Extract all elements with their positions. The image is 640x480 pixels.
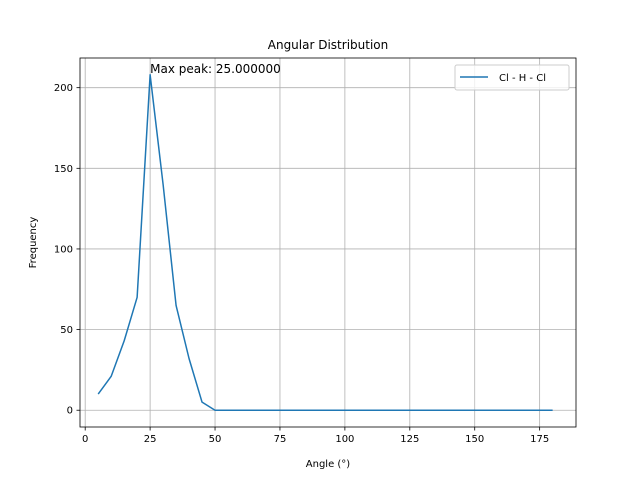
x-tick-label: 75 [274, 434, 287, 445]
y-tick-label: 100 [54, 244, 73, 255]
y-tick-label: 200 [54, 83, 73, 94]
plot-series [97, 74, 553, 411]
x-tick-label: 0 [82, 434, 88, 445]
x-tick-label: 125 [400, 434, 419, 445]
x-tick-label: 25 [144, 434, 157, 445]
legend-box [454, 64, 570, 91]
y-tick-label: 150 [54, 164, 73, 175]
legend-entry-label: Cl - H - Cl [499, 73, 546, 84]
x-tick-label: 100 [335, 434, 354, 445]
max-peak-annotation: Max peak: 25.000000 [150, 62, 281, 76]
grid-lines [80, 58, 576, 427]
axis-ticks: 0 25 50 75 100 125 150 175 0 50 100 150 200 [54, 83, 549, 445]
x-tick-label: 175 [530, 434, 549, 445]
legend: Cl - H - Cl [454, 64, 570, 91]
y-tick-label: 50 [60, 325, 73, 336]
plot-frame [79, 57, 577, 428]
x-tick-label: 50 [209, 434, 222, 445]
chart-title: Angular Distribution [268, 38, 388, 52]
y-axis-label: Frequency [28, 217, 39, 269]
x-axis-label: Angle (°) [306, 459, 351, 470]
series-line-cl-h-cl [97, 74, 553, 411]
y-tick-label: 0 [67, 406, 73, 417]
x-tick-label: 150 [465, 434, 484, 445]
